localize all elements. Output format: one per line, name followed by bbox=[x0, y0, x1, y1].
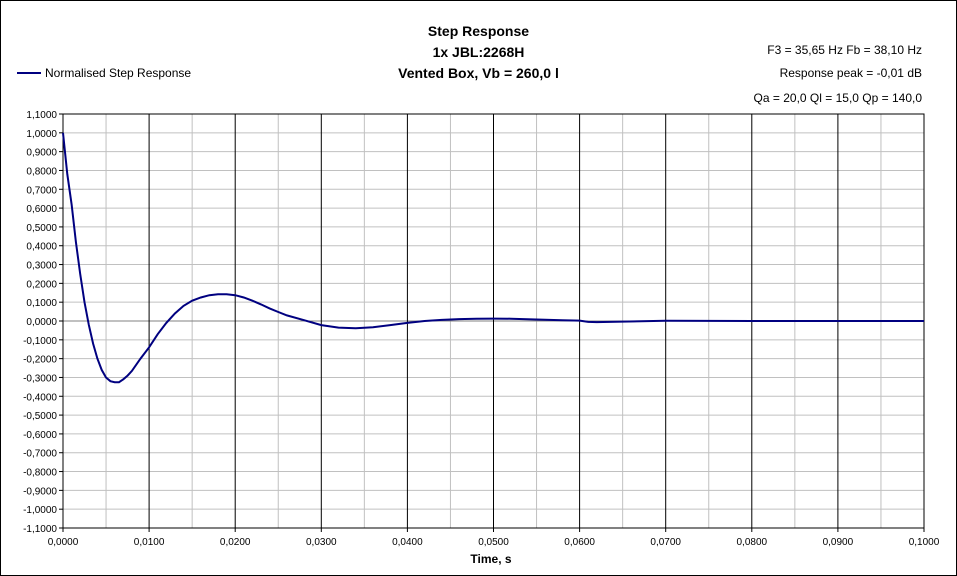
x-tick-label: 0,0700 bbox=[650, 537, 681, 548]
chart-subtitle-box: Vented Box, Vb = 260,0 l bbox=[398, 65, 559, 81]
y-tick-label: -0,3000 bbox=[23, 373, 57, 384]
x-tick-label: 0,0900 bbox=[823, 537, 854, 548]
y-tick-label: -1,0000 bbox=[23, 505, 57, 516]
legend-label: Normalised Step Response bbox=[45, 66, 192, 80]
y-tick-labels: 1,1000 1,0000 0,9000 0,8000 0,7000 0,6000 0,50… bbox=[23, 110, 57, 535]
y-tick-label: 0,1000 bbox=[26, 298, 57, 309]
x-tick-label: 0,0300 bbox=[306, 537, 337, 548]
y-tick-label: -0,5000 bbox=[23, 411, 57, 422]
y-tick-label: -0,4000 bbox=[23, 392, 57, 403]
series-line-step-response bbox=[62, 132, 924, 384]
x-tick-label: 0,0100 bbox=[134, 537, 165, 548]
major-grid bbox=[59, 113, 925, 532]
y-tick-label: 0,4000 bbox=[26, 242, 57, 253]
y-tick-label: 0,8000 bbox=[26, 166, 57, 177]
x-tick-label: 0,0600 bbox=[564, 537, 595, 548]
x-tick-label: 0,1000 bbox=[909, 537, 940, 548]
x-tick-label: 0,0000 bbox=[48, 537, 79, 548]
chart-title: Step Response bbox=[427, 23, 530, 39]
y-tick-label: -0,8000 bbox=[23, 468, 57, 479]
y-tick-label: 0,5000 bbox=[26, 223, 57, 234]
x-tick-label: 0,0200 bbox=[220, 537, 251, 548]
y-tick-label: -0,1000 bbox=[23, 336, 57, 347]
x-tick-label: 0,0400 bbox=[392, 537, 423, 548]
y-tick-label: 0,9000 bbox=[26, 148, 57, 159]
y-tick-label: -0,9000 bbox=[23, 486, 57, 497]
chart-subtitle-driver: 1x JBL:2268H bbox=[432, 44, 525, 60]
y-tick-label: -1,1000 bbox=[23, 524, 57, 535]
x-axis-label: Time, s bbox=[470, 552, 511, 566]
y-tick-label: 0,0000 bbox=[26, 317, 57, 328]
y-tick-label: 1,0000 bbox=[26, 129, 57, 140]
y-tick-label: 0,6000 bbox=[26, 204, 57, 215]
y-tick-label: -0,2000 bbox=[23, 355, 57, 366]
y-tick-label: -0,6000 bbox=[23, 430, 57, 441]
y-tick-label: 0,7000 bbox=[26, 185, 57, 196]
legend-swatch bbox=[17, 72, 41, 74]
y-tick-label: -0,7000 bbox=[23, 449, 57, 460]
legend: Normalised Step Response bbox=[17, 66, 191, 80]
x-tick-labels: 0,0000 0,0100 0,0200 0,0300 0,0400 0,0500 0,06… bbox=[48, 537, 940, 548]
x-tick-label: 0,0800 bbox=[737, 537, 768, 548]
y-tick-label: 0,2000 bbox=[26, 279, 57, 290]
y-tick-label: 0,3000 bbox=[26, 261, 57, 272]
info-q-values: Qa = 20,0 Ql = 15,0 Qp = 140,0 bbox=[753, 91, 922, 105]
x-tick-label: 0,0500 bbox=[478, 537, 509, 548]
y-tick-label: 1,1000 bbox=[26, 110, 57, 121]
info-response-peak: Response peak = -0,01 dB bbox=[779, 66, 922, 80]
info-f3-fb: F3 = 35,65 Hz Fb = 38,10 Hz bbox=[767, 43, 922, 57]
